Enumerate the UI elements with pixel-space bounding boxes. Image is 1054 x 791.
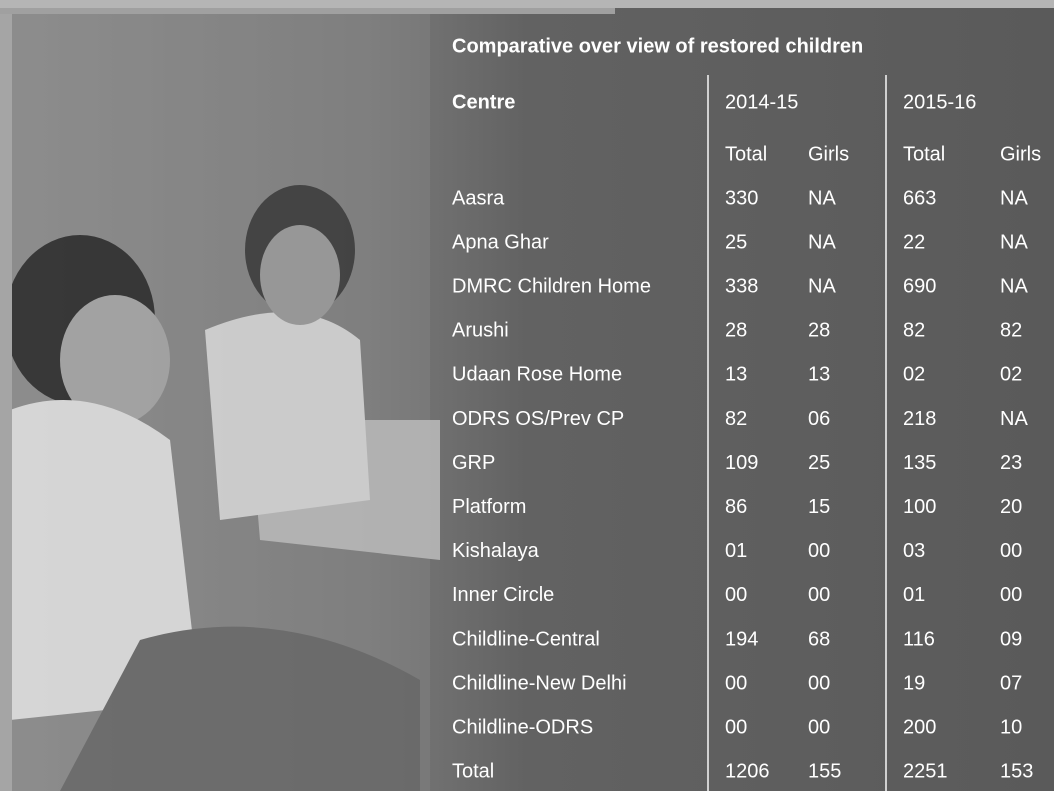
page: Comparative over view of restored childr… <box>0 0 1054 791</box>
table-cell: NA <box>808 187 836 209</box>
column-header: Total <box>903 143 945 165</box>
table-cell: 00 <box>808 672 830 694</box>
row-label: GRP <box>452 452 495 474</box>
row-label: Udaan Rose Home <box>452 364 622 386</box>
table-cell: 1206 <box>725 761 770 783</box>
table-cell: 00 <box>725 672 747 694</box>
table-cell: 82 <box>903 320 925 342</box>
table-cell: NA <box>1000 275 1028 297</box>
row-label: Platform <box>452 496 526 518</box>
row-label: Childline-New Delhi <box>452 672 627 694</box>
table-cell: 00 <box>725 584 747 606</box>
table-cell: 06 <box>808 408 830 430</box>
table-cell: 00 <box>808 584 830 606</box>
table-cell: NA <box>808 231 836 253</box>
year-header: 2015-16 <box>903 91 976 113</box>
row-label: Apna Ghar <box>452 231 549 253</box>
table-cell: 01 <box>903 584 925 606</box>
table-cell: 82 <box>1000 320 1022 342</box>
table-cell: 19 <box>903 672 925 694</box>
row-label: Arushi <box>452 320 509 342</box>
table-cell: NA <box>1000 231 1028 253</box>
column-header: Girls <box>808 143 849 165</box>
table-cell: 00 <box>1000 584 1022 606</box>
year-header: 2014-15 <box>725 91 798 113</box>
row-label: Aasra <box>452 187 505 209</box>
table-cell: 13 <box>808 364 830 386</box>
table-cell: 09 <box>1000 628 1022 650</box>
table-cell: 690 <box>903 275 936 297</box>
table-cell: 338 <box>725 275 758 297</box>
table-cell: 15 <box>808 496 830 518</box>
row-label: Kishalaya <box>452 540 540 562</box>
table-cell: 100 <box>903 496 936 518</box>
table-cell: 86 <box>725 496 747 518</box>
table-cell: 153 <box>1000 761 1033 783</box>
table-cell: 330 <box>725 187 758 209</box>
top-band-shadow <box>0 8 615 14</box>
table-cell: 10 <box>1000 716 1022 738</box>
table-cell: 00 <box>1000 540 1022 562</box>
table-cell: 23 <box>1000 452 1022 474</box>
table-cell: 02 <box>1000 364 1022 386</box>
table-cell: 03 <box>903 540 925 562</box>
table-cell: NA <box>808 275 836 297</box>
table-cell: 194 <box>725 628 758 650</box>
table-cell: 07 <box>1000 672 1022 694</box>
row-label: Childline-Central <box>452 628 600 650</box>
table-cell: 28 <box>808 320 830 342</box>
table-cell: 13 <box>725 364 747 386</box>
table-cell: 01 <box>725 540 747 562</box>
table-cell: 00 <box>808 716 830 738</box>
table-cell: 02 <box>903 364 925 386</box>
table-cell: 25 <box>725 231 747 253</box>
table-cell: 25 <box>808 452 830 474</box>
column-header: Girls <box>1000 143 1041 165</box>
header-cell: Centre <box>452 91 515 113</box>
table-cell: 28 <box>725 320 747 342</box>
table-cell: 116 <box>903 628 935 650</box>
table-cell: 109 <box>725 452 758 474</box>
table-cell: 663 <box>903 187 936 209</box>
photo <box>0 14 440 791</box>
row-label: DMRC Children Home <box>452 275 651 297</box>
table-cell: 68 <box>808 628 830 650</box>
table-cell: 22 <box>903 231 925 253</box>
top-band <box>0 0 1054 8</box>
table-cell: 218 <box>903 408 936 430</box>
row-label: ODRS OS/Prev CP <box>452 408 624 430</box>
row-label: Inner Circle <box>452 584 554 606</box>
table-cell: 2251 <box>903 761 948 783</box>
row-label: Total <box>452 761 494 783</box>
table-cell: 200 <box>903 716 936 738</box>
table-cell: 20 <box>1000 496 1022 518</box>
column-header: Total <box>725 143 767 165</box>
table-cell: 155 <box>808 761 841 783</box>
table-cell: NA <box>1000 187 1028 209</box>
table-cell: 00 <box>808 540 830 562</box>
table-cell: 135 <box>903 452 936 474</box>
table-cell: 82 <box>725 408 747 430</box>
table-cell: 00 <box>725 716 747 738</box>
table-cell: NA <box>1000 408 1028 430</box>
row-label: Childline-ODRS <box>452 716 593 738</box>
table-title: Comparative over view of restored childr… <box>452 35 863 57</box>
